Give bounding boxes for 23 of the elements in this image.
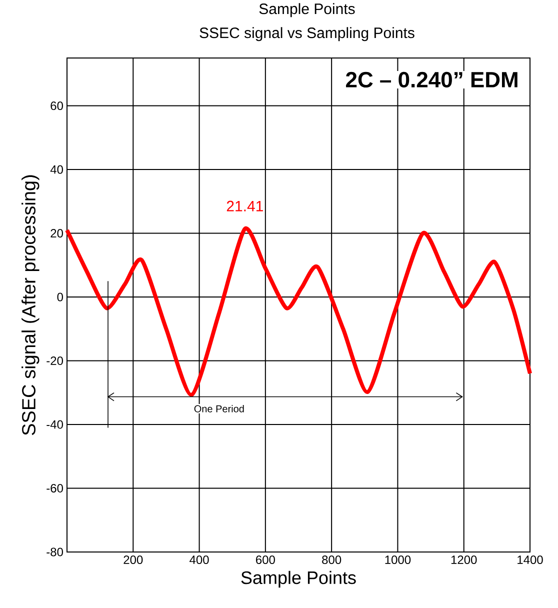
x-tick-label: 1200 bbox=[451, 556, 477, 564]
chart-title: Sample Points bbox=[259, 3, 355, 18]
x-tick-label: 1000 bbox=[385, 556, 411, 564]
y-tick-label: -40 bbox=[46, 420, 63, 429]
x-tick-label: 1400 bbox=[518, 556, 543, 564]
x-tick-label: 400 bbox=[190, 556, 209, 564]
y-tick-label: -20 bbox=[46, 356, 63, 366]
y-tick-label: -60 bbox=[46, 484, 63, 492]
annotation: 2C – 0.240” EDM bbox=[346, 72, 518, 88]
chart-subtitle: SSEC signal vs Sampling Points bbox=[200, 27, 414, 42]
annotation: 21.41 bbox=[226, 200, 263, 212]
y-axis-title: SSEC signal (After processing) bbox=[22, 175, 40, 436]
y-tick-label: 20 bbox=[50, 229, 63, 238]
y-tick-label: 40 bbox=[50, 165, 63, 174]
annotation: One Period bbox=[194, 405, 244, 412]
y-tick-label: -80 bbox=[46, 548, 63, 556]
line-series bbox=[65, 226, 532, 397]
x-tick-label: 200 bbox=[124, 556, 143, 564]
y-tick-label: 0 bbox=[57, 292, 64, 302]
y-tick-label: 60 bbox=[50, 102, 63, 110]
x-tick-label: 600 bbox=[256, 556, 275, 564]
x-tick-label: 800 bbox=[322, 556, 342, 564]
x-axis-title: Sample Points bbox=[241, 570, 356, 588]
